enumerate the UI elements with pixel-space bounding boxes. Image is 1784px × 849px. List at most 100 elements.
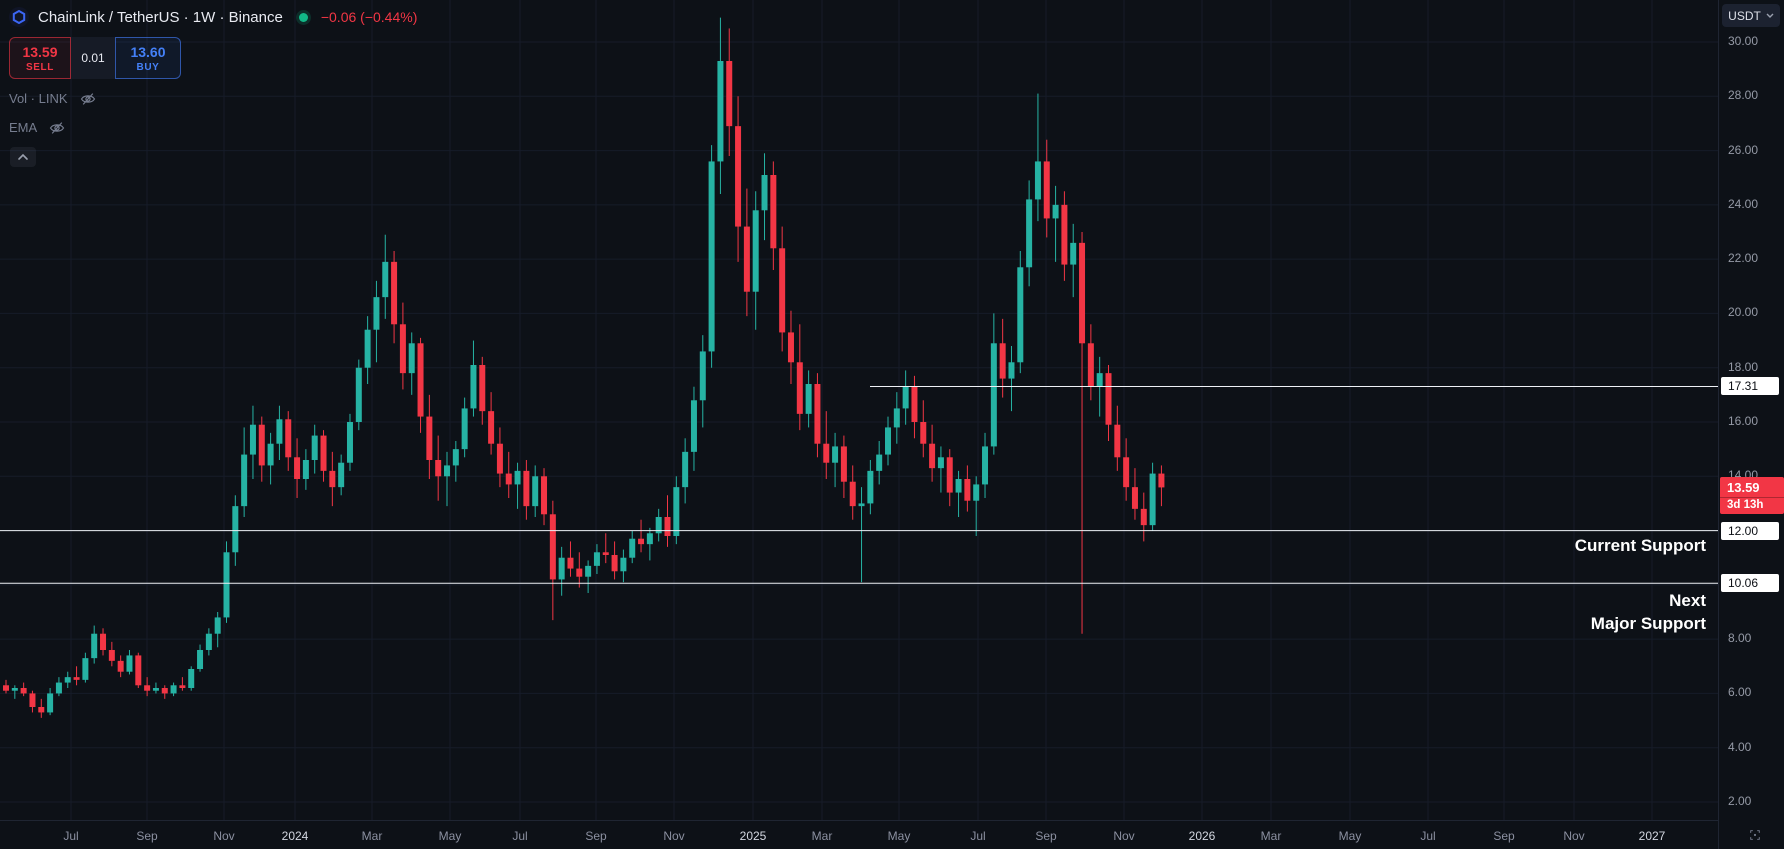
candle-down: [1123, 457, 1130, 488]
candle-down: [1087, 343, 1094, 387]
time-tick-label: 2024: [281, 829, 309, 843]
buy-price: 13.60: [130, 43, 166, 60]
candle-up: [241, 454, 248, 507]
next-major-support-label[interactable]: Next Major Support: [1590, 591, 1706, 633]
time-axis[interactable]: Jul Sep Nov 2024 Mar May Jul Sep Nov 2025 Mar May Ju…: [0, 820, 1784, 849]
candle-up: [708, 161, 715, 352]
candle-up: [876, 454, 883, 471]
eye-off-icon[interactable]: [49, 121, 65, 135]
price-tick-label: 4.00: [1728, 739, 1752, 754]
candle-up: [82, 658, 89, 680]
candle-up: [1070, 242, 1077, 265]
candle-up: [364, 329, 371, 368]
price-tick-label: 18.00: [1728, 359, 1759, 374]
candle-up: [249, 424, 256, 455]
candle-down: [823, 443, 830, 463]
candle-down: [285, 419, 292, 458]
current-support-label[interactable]: Current Support: [1574, 536, 1706, 555]
candle-down: [849, 481, 856, 507]
time-tick-label: Mar: [811, 829, 833, 843]
candle-down: [567, 557, 574, 569]
currency-unit-button[interactable]: USDT: [1722, 4, 1780, 27]
candle-up: [232, 506, 239, 553]
buy-label: BUY: [136, 61, 160, 73]
candle-down: [117, 660, 124, 672]
candle-down: [108, 650, 115, 661]
candle-down: [294, 457, 301, 479]
candle-down: [320, 435, 327, 471]
candle-up: [11, 688, 18, 691]
candle-down: [1043, 161, 1050, 219]
candle-down: [814, 384, 821, 444]
candle-up: [1017, 267, 1024, 363]
price-tick-label: 20.00: [1728, 305, 1759, 320]
caret-down-icon: [1766, 13, 1774, 18]
candle-up: [1034, 161, 1041, 200]
candle-up: [355, 367, 362, 422]
candle-up: [1096, 373, 1103, 387]
time-tick-label: 2025: [739, 829, 767, 843]
eye-off-icon[interactable]: [80, 92, 96, 106]
time-tick-label: May: [887, 829, 911, 843]
collapse-legend-button[interactable]: [10, 147, 36, 167]
candle-up: [761, 175, 768, 211]
candle-up: [302, 460, 309, 479]
indicator-volume[interactable]: Vol · LINK: [9, 91, 96, 106]
viewfinder-icon: [1750, 830, 1760, 840]
candle-up: [1149, 473, 1156, 526]
buy-button[interactable]: 13.60 BUY: [115, 37, 181, 79]
candle-up: [276, 419, 283, 444]
last-price-label: 13.59 3d 13h: [1720, 477, 1784, 515]
candle-down: [964, 479, 971, 501]
candle-down: [602, 552, 609, 555]
sell-button[interactable]: 13.59 SELL: [9, 37, 71, 79]
candle-down: [488, 411, 495, 444]
level-axis-label: 10.06: [1721, 574, 1779, 593]
candle-down: [920, 422, 927, 444]
candle-up: [223, 552, 230, 618]
time-tick-label: 2027: [1638, 829, 1666, 843]
candle-up: [197, 650, 204, 669]
candle-down: [999, 343, 1006, 379]
candle-up: [629, 538, 636, 558]
time-axis-settings-button[interactable]: [1744, 824, 1766, 846]
time-tick-label: Mar: [1260, 829, 1282, 843]
indicator-ema[interactable]: EMA: [9, 120, 65, 135]
candle-up: [620, 557, 627, 572]
candle-down: [770, 175, 777, 249]
candle-down: [840, 446, 847, 482]
candle-down: [179, 685, 186, 688]
candle-up: [91, 633, 98, 659]
candle-up: [444, 465, 450, 477]
candle-down: [735, 126, 742, 227]
bar-countdown: 3d 13h: [1720, 497, 1784, 514]
symbol-header: ChainLink / TetherUS · 1W · Binance −0.0…: [9, 7, 417, 27]
candle-up: [267, 443, 274, 466]
candle-down: [20, 688, 27, 694]
candle-down: [1061, 204, 1068, 265]
candle-up: [152, 688, 159, 691]
time-tick-label: Nov: [663, 829, 685, 843]
candle-down: [1131, 487, 1138, 509]
price-tick-label: 6.00: [1728, 685, 1752, 700]
candle-down: [417, 343, 424, 417]
candle-down: [399, 324, 406, 374]
sell-label: SELL: [26, 61, 54, 73]
price-axis[interactable]: 13.59 3d 13h 17.31 12.00 10.06 2.00 4.00 6.00…: [1718, 0, 1784, 849]
candle-up: [188, 669, 195, 688]
indicator-ema-label: EMA: [9, 120, 38, 135]
price-change: −0.06 (−0.44%): [320, 9, 418, 25]
candle-down: [1114, 424, 1121, 458]
price-tick-label: 22.00: [1728, 251, 1759, 266]
candle-down: [541, 476, 548, 515]
symbol-title[interactable]: ChainLink / TetherUS · 1W · Binance: [38, 8, 283, 26]
candle-down: [576, 568, 583, 577]
candle-up: [902, 386, 909, 409]
candle-up: [346, 422, 353, 463]
candle-down: [73, 677, 80, 680]
candle-up: [64, 677, 71, 683]
candle-up: [752, 210, 759, 292]
time-tick-label: 2026: [1188, 829, 1216, 843]
market-status-icon: [298, 12, 308, 22]
